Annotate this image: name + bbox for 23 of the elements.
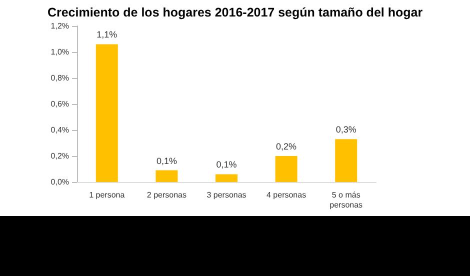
- bar: [96, 44, 118, 182]
- y-tick-label: 0,0%: [50, 178, 69, 186]
- data-label: 0,3%: [336, 124, 356, 135]
- y-tick-label: 0,6%: [50, 100, 69, 108]
- data-label: 0,2%: [276, 142, 297, 152]
- x-tick-label: 5 o más personas: [330, 190, 363, 210]
- bar: [156, 170, 178, 182]
- data-label: 0,1%: [156, 156, 177, 166]
- y-tick-label: 0,2%: [50, 152, 69, 160]
- bar: [275, 156, 298, 182]
- bar: [335, 139, 358, 182]
- data-label: 0,1%: [216, 160, 237, 170]
- y-tick-label: 1,2%: [50, 22, 69, 30]
- x-tick-label: 2 personas: [146, 190, 186, 200]
- x-tick-label: 3 personas: [206, 190, 246, 200]
- y-tick-label: 1,0%: [50, 48, 69, 56]
- bar: [216, 174, 238, 182]
- data-label: 1,1%: [96, 30, 118, 40]
- x-tick-label: 1 persona: [89, 190, 126, 200]
- y-tick-label: 0,4%: [50, 126, 69, 134]
- x-tick-label: 4 personas: [266, 190, 306, 200]
- y-tick-label: 0,8%: [50, 74, 69, 82]
- chart-title: Crecimiento de los hogares 2016-2017 según tamaño del hogar: [47, 6, 423, 20]
